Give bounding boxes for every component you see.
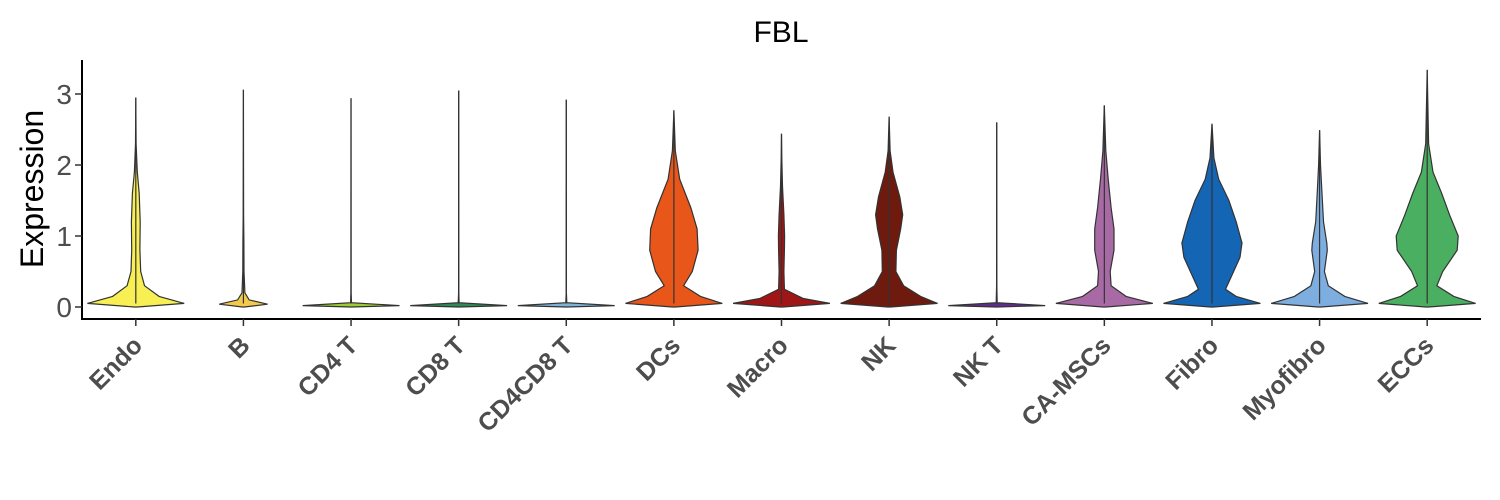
x-tick-label: Macro xyxy=(722,331,794,403)
x-axis-ticks: Endo B CD4 T CD8 T CD4CD8 T DCs Macro NK NK T CA-… xyxy=(84,319,1439,438)
x-tick-label: DCs xyxy=(631,331,686,386)
x-tick-label: Myofibro xyxy=(1237,331,1331,425)
y-tick-label: 0 xyxy=(56,292,72,323)
x-tick-label: CD4 T xyxy=(292,331,363,402)
chart-title: FBL xyxy=(753,16,808,49)
x-tick-label: Fibro xyxy=(1160,331,1224,395)
y-axis-label: Expression xyxy=(14,110,50,268)
x-tick-label: CA-MSCs xyxy=(1016,331,1116,431)
x-tick-label: Endo xyxy=(84,331,148,395)
y-tick-label: 3 xyxy=(56,79,72,110)
y-tick-label: 1 xyxy=(56,221,72,252)
y-axis-ticks: 0 1 2 3 xyxy=(56,79,82,323)
x-tick-label: CD8 T xyxy=(400,331,471,402)
x-tick-label: NK xyxy=(856,331,901,376)
violin-group xyxy=(87,69,1476,308)
x-tick-label: B xyxy=(223,331,256,364)
x-tick-label: NK T xyxy=(948,331,1009,392)
x-tick-label: ECCs xyxy=(1372,331,1439,398)
x-tick-label: CD4CD8 T xyxy=(472,331,578,437)
y-tick-label: 2 xyxy=(56,150,72,181)
